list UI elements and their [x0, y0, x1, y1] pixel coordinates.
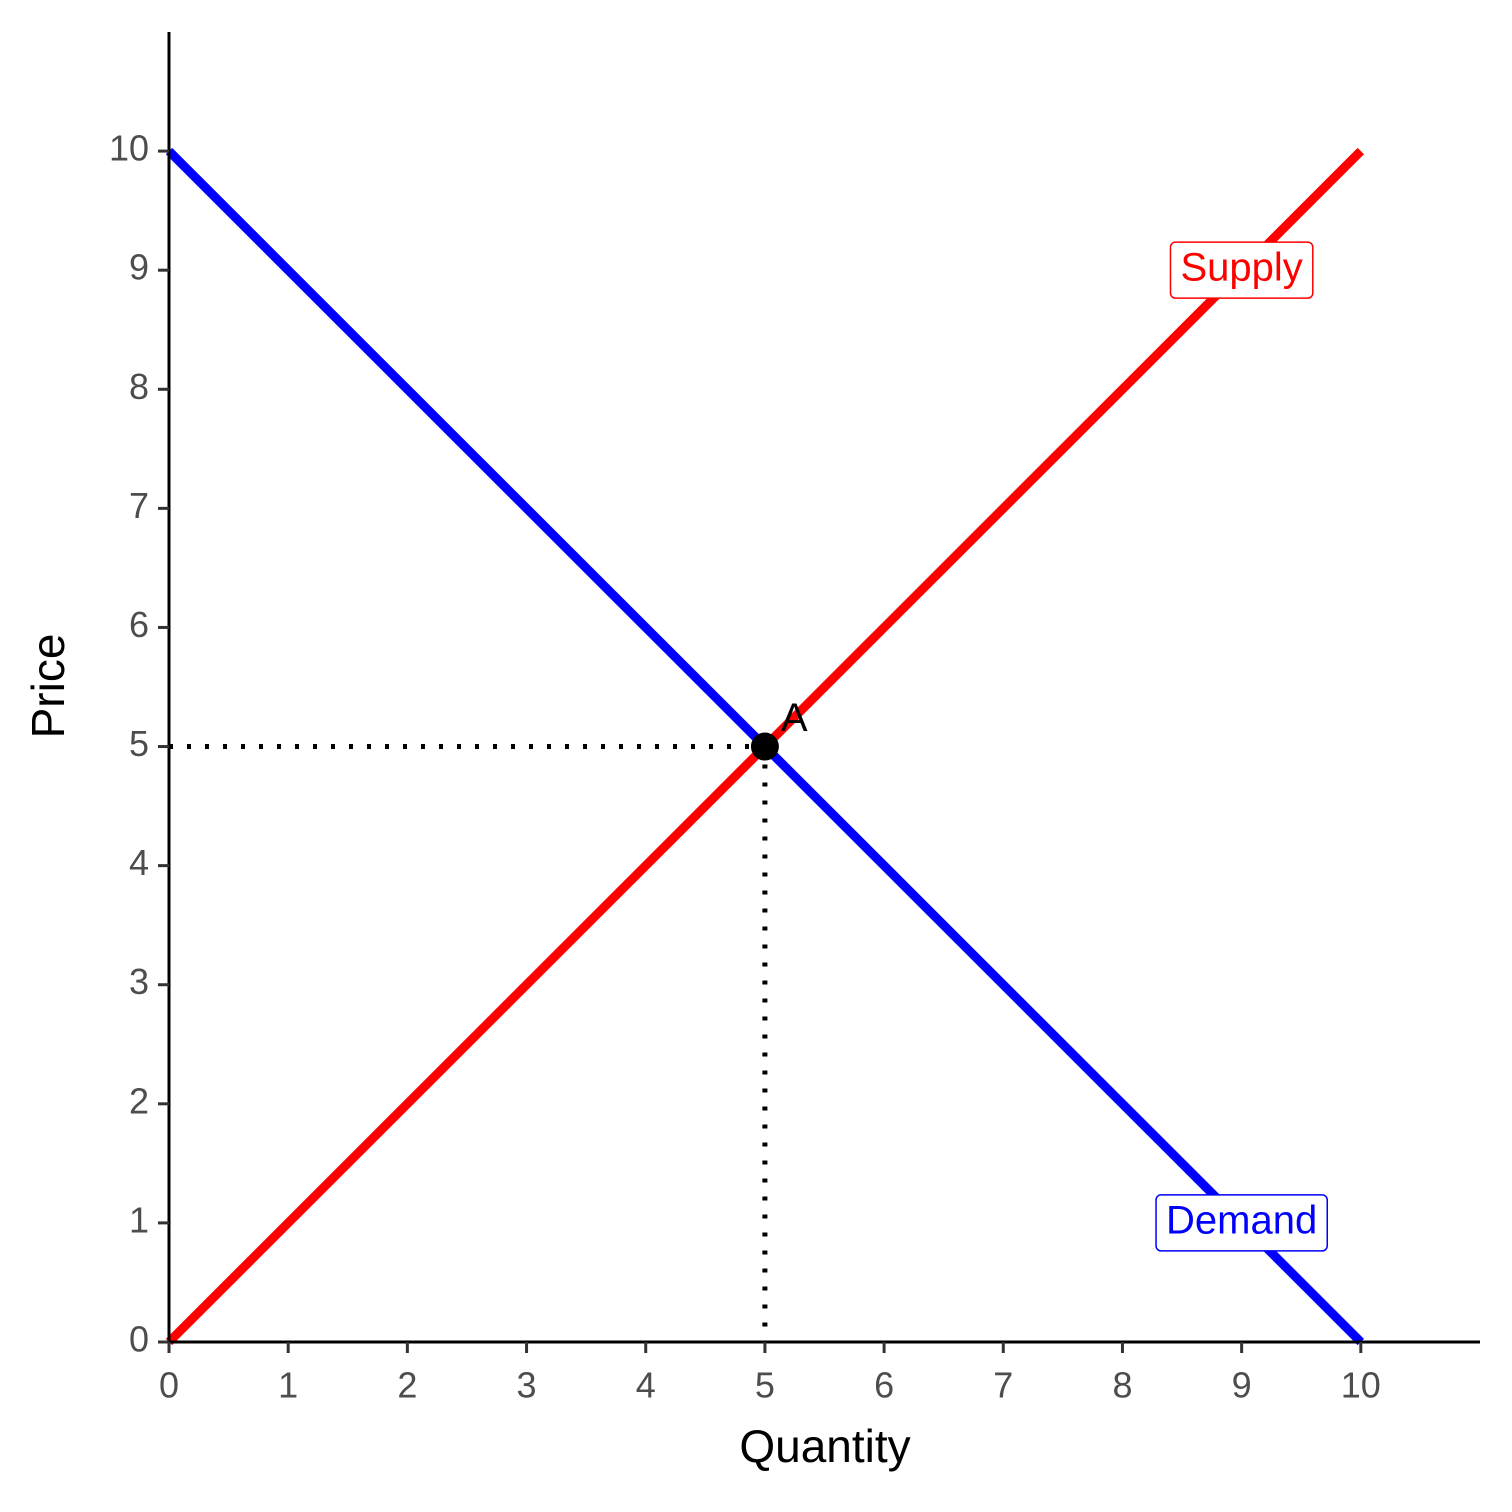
- y-tick-label: 9: [129, 247, 149, 288]
- x-tick-label: 8: [1112, 1365, 1132, 1406]
- x-axis-title: Quantity: [739, 1420, 910, 1472]
- x-tick-label: 4: [636, 1365, 656, 1406]
- y-tick-label: 7: [129, 485, 149, 526]
- x-tick-label: 6: [874, 1365, 894, 1406]
- x-tick-label: 1: [278, 1365, 298, 1406]
- x-tick-label: 10: [1341, 1365, 1381, 1406]
- point: [750, 732, 779, 761]
- y-tick-label: 0: [129, 1319, 149, 1360]
- y-tick-label: 3: [129, 961, 149, 1002]
- y-tick-label: 5: [129, 723, 149, 764]
- series-label-box: [1169, 241, 1314, 299]
- y-tick-label: 6: [129, 604, 149, 645]
- y-tick-label: 1: [129, 1199, 149, 1240]
- x-tick-label: 9: [1232, 1365, 1252, 1406]
- y-tick-label: 4: [129, 842, 149, 883]
- series-label: Supply: [1180, 246, 1302, 290]
- point-label: A: [781, 696, 808, 740]
- x-tick-label: 0: [159, 1365, 179, 1406]
- y-axis-title: Price: [22, 634, 74, 739]
- x-tick-label: 2: [397, 1365, 417, 1406]
- x-tick-label: 3: [517, 1365, 537, 1406]
- series-label-box: [1155, 1194, 1328, 1252]
- y-tick-label: 2: [129, 1080, 149, 1121]
- y-tick-label: 10: [109, 128, 149, 169]
- series-label: Demand: [1166, 1198, 1317, 1242]
- x-tick-label: 7: [993, 1365, 1013, 1406]
- x-tick-label: 5: [755, 1365, 775, 1406]
- y-tick-label: 8: [129, 366, 149, 407]
